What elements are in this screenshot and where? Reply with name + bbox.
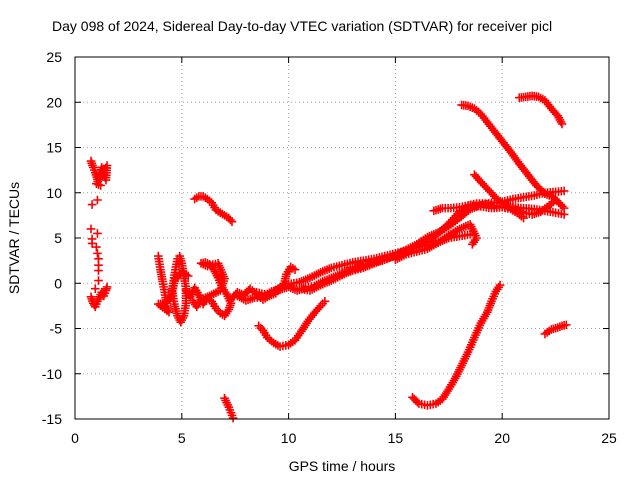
x-tick-label: 5 — [178, 430, 186, 446]
data-point — [557, 119, 567, 129]
track-18 — [514, 91, 567, 129]
data-point — [559, 186, 569, 196]
data-point — [92, 242, 101, 252]
data-point — [495, 280, 505, 290]
x-tick-label: 0 — [71, 430, 79, 446]
data-point — [96, 181, 105, 190]
data-point — [465, 230, 475, 239]
data-point — [94, 276, 103, 285]
track-20 — [540, 320, 571, 339]
track-5 — [181, 258, 236, 321]
track-7 — [220, 393, 238, 423]
x-axis-ticks: 0 5 10 15 20 25 — [71, 57, 617, 446]
chart-title: Day 098 of 2024, Sidereal Day-to-day VTE… — [52, 18, 552, 34]
y-tick-label: -15 — [42, 411, 62, 427]
track-17 — [470, 170, 560, 219]
y-tick-label: 15 — [46, 140, 62, 156]
data-point — [228, 413, 238, 423]
x-tick-label: 20 — [494, 430, 510, 446]
y-tick-label: 25 — [46, 49, 62, 65]
y-tick-label: 10 — [46, 185, 62, 201]
track-11 — [254, 297, 330, 351]
data-point — [183, 271, 193, 281]
data-point — [551, 195, 560, 205]
data-point — [227, 217, 237, 227]
data-point — [93, 229, 102, 238]
data-point — [467, 240, 477, 249]
y-tick-label: 20 — [46, 94, 62, 110]
track-3 — [86, 195, 103, 293]
y-axis-label: SDTVAR / TECUs — [6, 182, 22, 294]
x-tick-label: 25 — [601, 430, 617, 446]
data-point — [290, 265, 300, 274]
x-axis-label: GPS time / hours — [289, 458, 396, 474]
data-point — [102, 282, 112, 292]
grid-lines — [75, 57, 609, 419]
data-point — [188, 296, 197, 305]
y-tick-label: -5 — [50, 321, 63, 337]
data-points — [86, 91, 571, 423]
track-16 — [457, 100, 569, 213]
x-tick-label: 10 — [281, 430, 297, 446]
y-tick-label: 5 — [54, 230, 62, 246]
track-4 — [154, 251, 193, 327]
data-point — [561, 320, 571, 330]
y-tick-label: 0 — [54, 275, 62, 291]
track-14 — [391, 220, 481, 265]
track-19 — [408, 280, 505, 410]
track-1 — [86, 156, 112, 190]
y-axis-ticks: -15 -10 -5 0 5 10 15 20 25 — [42, 49, 609, 427]
data-point — [93, 195, 102, 205]
data-point — [93, 249, 102, 258]
data-point — [87, 234, 97, 244]
data-point — [559, 203, 569, 213]
data-point — [87, 200, 97, 209]
data-point — [90, 284, 100, 293]
x-tick-label: 15 — [388, 430, 404, 446]
y-tick-label: -10 — [42, 366, 62, 382]
track-2 — [86, 282, 112, 312]
data-point — [94, 260, 103, 270]
track-6 — [190, 192, 237, 227]
data-point — [320, 297, 330, 306]
data-point — [86, 224, 96, 234]
